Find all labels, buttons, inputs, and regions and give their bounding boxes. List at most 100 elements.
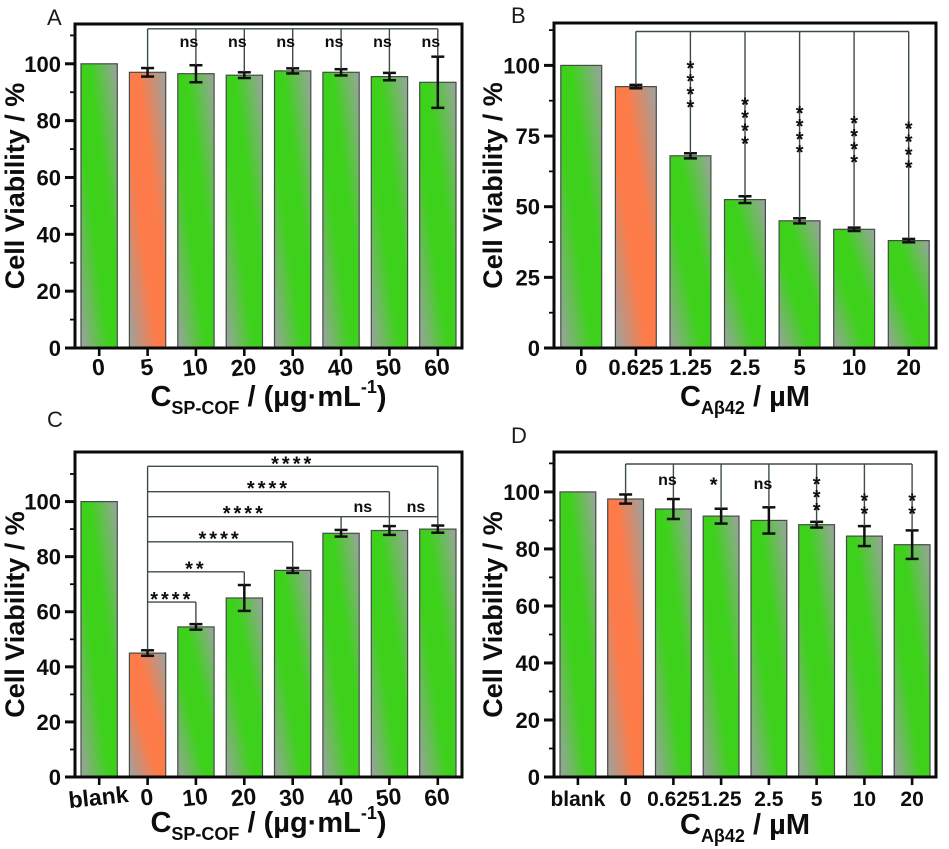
significance-label: **** bbox=[199, 528, 242, 550]
bar-B-10 bbox=[833, 228, 876, 349]
panel-label-b: B bbox=[511, 3, 526, 28]
y-axis-title-B: Cell Viability / % bbox=[478, 82, 508, 289]
y-tick-label: 40 bbox=[37, 655, 61, 680]
bar-C-60 bbox=[419, 528, 457, 778]
x-tick-label: 50 bbox=[374, 783, 402, 812]
error-bars-A bbox=[141, 55, 445, 110]
significance-label: * bbox=[861, 490, 869, 512]
bar-C-blank bbox=[80, 501, 118, 778]
x-tick-label: 0.625 bbox=[608, 355, 663, 380]
x-tick-label: 40 bbox=[326, 353, 354, 382]
bar-A-40 bbox=[322, 71, 360, 349]
y-tick-label: 40 bbox=[516, 651, 540, 676]
error-bars-B bbox=[629, 83, 916, 244]
significance-label: ns bbox=[421, 34, 440, 51]
x-tick-label: 10 bbox=[842, 355, 866, 380]
y-tick-label: 60 bbox=[516, 594, 540, 619]
significance-label: * bbox=[796, 129, 804, 151]
bar-D-1.25 bbox=[702, 515, 740, 778]
x-tick-label: blank bbox=[550, 788, 605, 811]
panel-label-c: C bbox=[47, 407, 63, 432]
significance-label: * bbox=[796, 116, 804, 138]
significance-label: **** bbox=[150, 589, 193, 611]
y-tick-label: 20 bbox=[516, 708, 540, 733]
x-tick-label: 30 bbox=[278, 353, 306, 382]
x-axis-A: 0 5 10 20 30 40 50 60 bbox=[91, 348, 451, 381]
y-tick-label: 50 bbox=[516, 195, 540, 220]
significance-label: * bbox=[861, 503, 869, 525]
significance-label: ns bbox=[325, 34, 344, 51]
bar-A-20 bbox=[225, 74, 264, 349]
y-tick-label: 100 bbox=[24, 52, 61, 77]
x-tick-label: 60 bbox=[423, 783, 451, 812]
plot-frame-D bbox=[552, 450, 938, 779]
y-tick-label: 80 bbox=[516, 537, 540, 562]
x-tick-label: 1.25 bbox=[701, 788, 742, 811]
x-axis-title-A: CSP-COF / (µg·mL-1) bbox=[150, 377, 386, 418]
x-tick-label: 20 bbox=[229, 783, 257, 812]
x-tick-label: 0 bbox=[620, 788, 632, 811]
significance-label: * bbox=[710, 475, 721, 497]
y-tick-label: 20 bbox=[37, 710, 61, 735]
bar-D-20 bbox=[893, 544, 931, 778]
significance-label: ns bbox=[353, 499, 372, 516]
x-tick-label: 30 bbox=[278, 783, 306, 812]
panel-label-d: D bbox=[511, 423, 527, 448]
significance-label: * bbox=[850, 113, 858, 135]
significance-label: ns bbox=[754, 476, 773, 493]
x-tick-label: 20 bbox=[229, 353, 257, 382]
y-tick-label: 80 bbox=[37, 109, 61, 134]
x-tick-label: 0 bbox=[575, 355, 587, 380]
significance-label: * bbox=[850, 126, 858, 148]
y-axis-title-C: Cell Viability / % bbox=[0, 511, 30, 718]
significance-label: * bbox=[905, 158, 913, 180]
x-tick-label: 0.625 bbox=[647, 788, 700, 811]
y-axis-B: 0 25 50 75 100 bbox=[503, 29, 554, 361]
y-tick-label: 0 bbox=[528, 336, 540, 361]
significance-label: * bbox=[741, 121, 749, 143]
x-tick-label: 10 bbox=[181, 783, 209, 812]
significance-label: **** bbox=[223, 503, 266, 525]
y-axis-C: 0 20 40 60 80 100 bbox=[24, 473, 75, 790]
significance-label: * bbox=[813, 474, 821, 496]
significance-label: * bbox=[741, 95, 749, 117]
bar-C-40 bbox=[322, 532, 360, 778]
bar-D-10 bbox=[845, 535, 883, 778]
panel-A: 0 20 40 60 80 100 0 5 10 20 30 40 50 60 ns ns ns ns ns ns Ce… bbox=[0, 22, 464, 418]
significance-brackets-D bbox=[624, 463, 913, 531]
y-tick-label: 100 bbox=[503, 480, 540, 505]
x-tick-label: 10 bbox=[853, 788, 876, 811]
bar-C-0 bbox=[128, 652, 167, 778]
x-axis-title-C: CSP-COF / (µg·mL-1) bbox=[150, 803, 386, 844]
x-tick-label: 5 bbox=[811, 788, 823, 811]
bar-C-10 bbox=[177, 626, 215, 778]
significance-label: **** bbox=[271, 454, 314, 476]
significance-label: * bbox=[905, 119, 913, 141]
y-tick-label: 0 bbox=[49, 336, 61, 361]
y-tick-label: 0 bbox=[528, 765, 540, 790]
bar-A-5 bbox=[128, 71, 167, 349]
y-axis-title-D: Cell Viability / % bbox=[478, 511, 508, 718]
significance-labels-B: **** **************** bbox=[687, 58, 913, 180]
significance-label: * bbox=[687, 58, 695, 80]
significance-label: * bbox=[850, 152, 858, 174]
significance-labels-A: ns ns ns ns ns ns bbox=[180, 34, 441, 51]
x-axis-C: blank 0 10 20 30 40 50 60 bbox=[67, 777, 451, 813]
bar-A-30 bbox=[273, 70, 312, 349]
significance-label: ns bbox=[180, 34, 199, 51]
bar-D-2.5 bbox=[750, 519, 788, 778]
significance-label: ns bbox=[407, 499, 426, 516]
panel-D: 0 20 40 60 80 100 blank 0 0.625 1.25 2.5 5 10 20 ns * ns… bbox=[478, 450, 938, 846]
significance-label: ns bbox=[276, 34, 295, 51]
significance-label: * bbox=[687, 97, 695, 119]
y-tick-label: 100 bbox=[503, 53, 540, 78]
significance-label: * bbox=[796, 142, 804, 164]
y-tick-label: 25 bbox=[516, 265, 540, 290]
bar-D-5 bbox=[798, 524, 836, 778]
y-tick-label: 40 bbox=[37, 222, 61, 247]
significance-brackets-A bbox=[146, 28, 439, 73]
panel-label-a: A bbox=[47, 5, 62, 30]
significance-labels-D: ns * ns *** **** bbox=[658, 472, 916, 525]
